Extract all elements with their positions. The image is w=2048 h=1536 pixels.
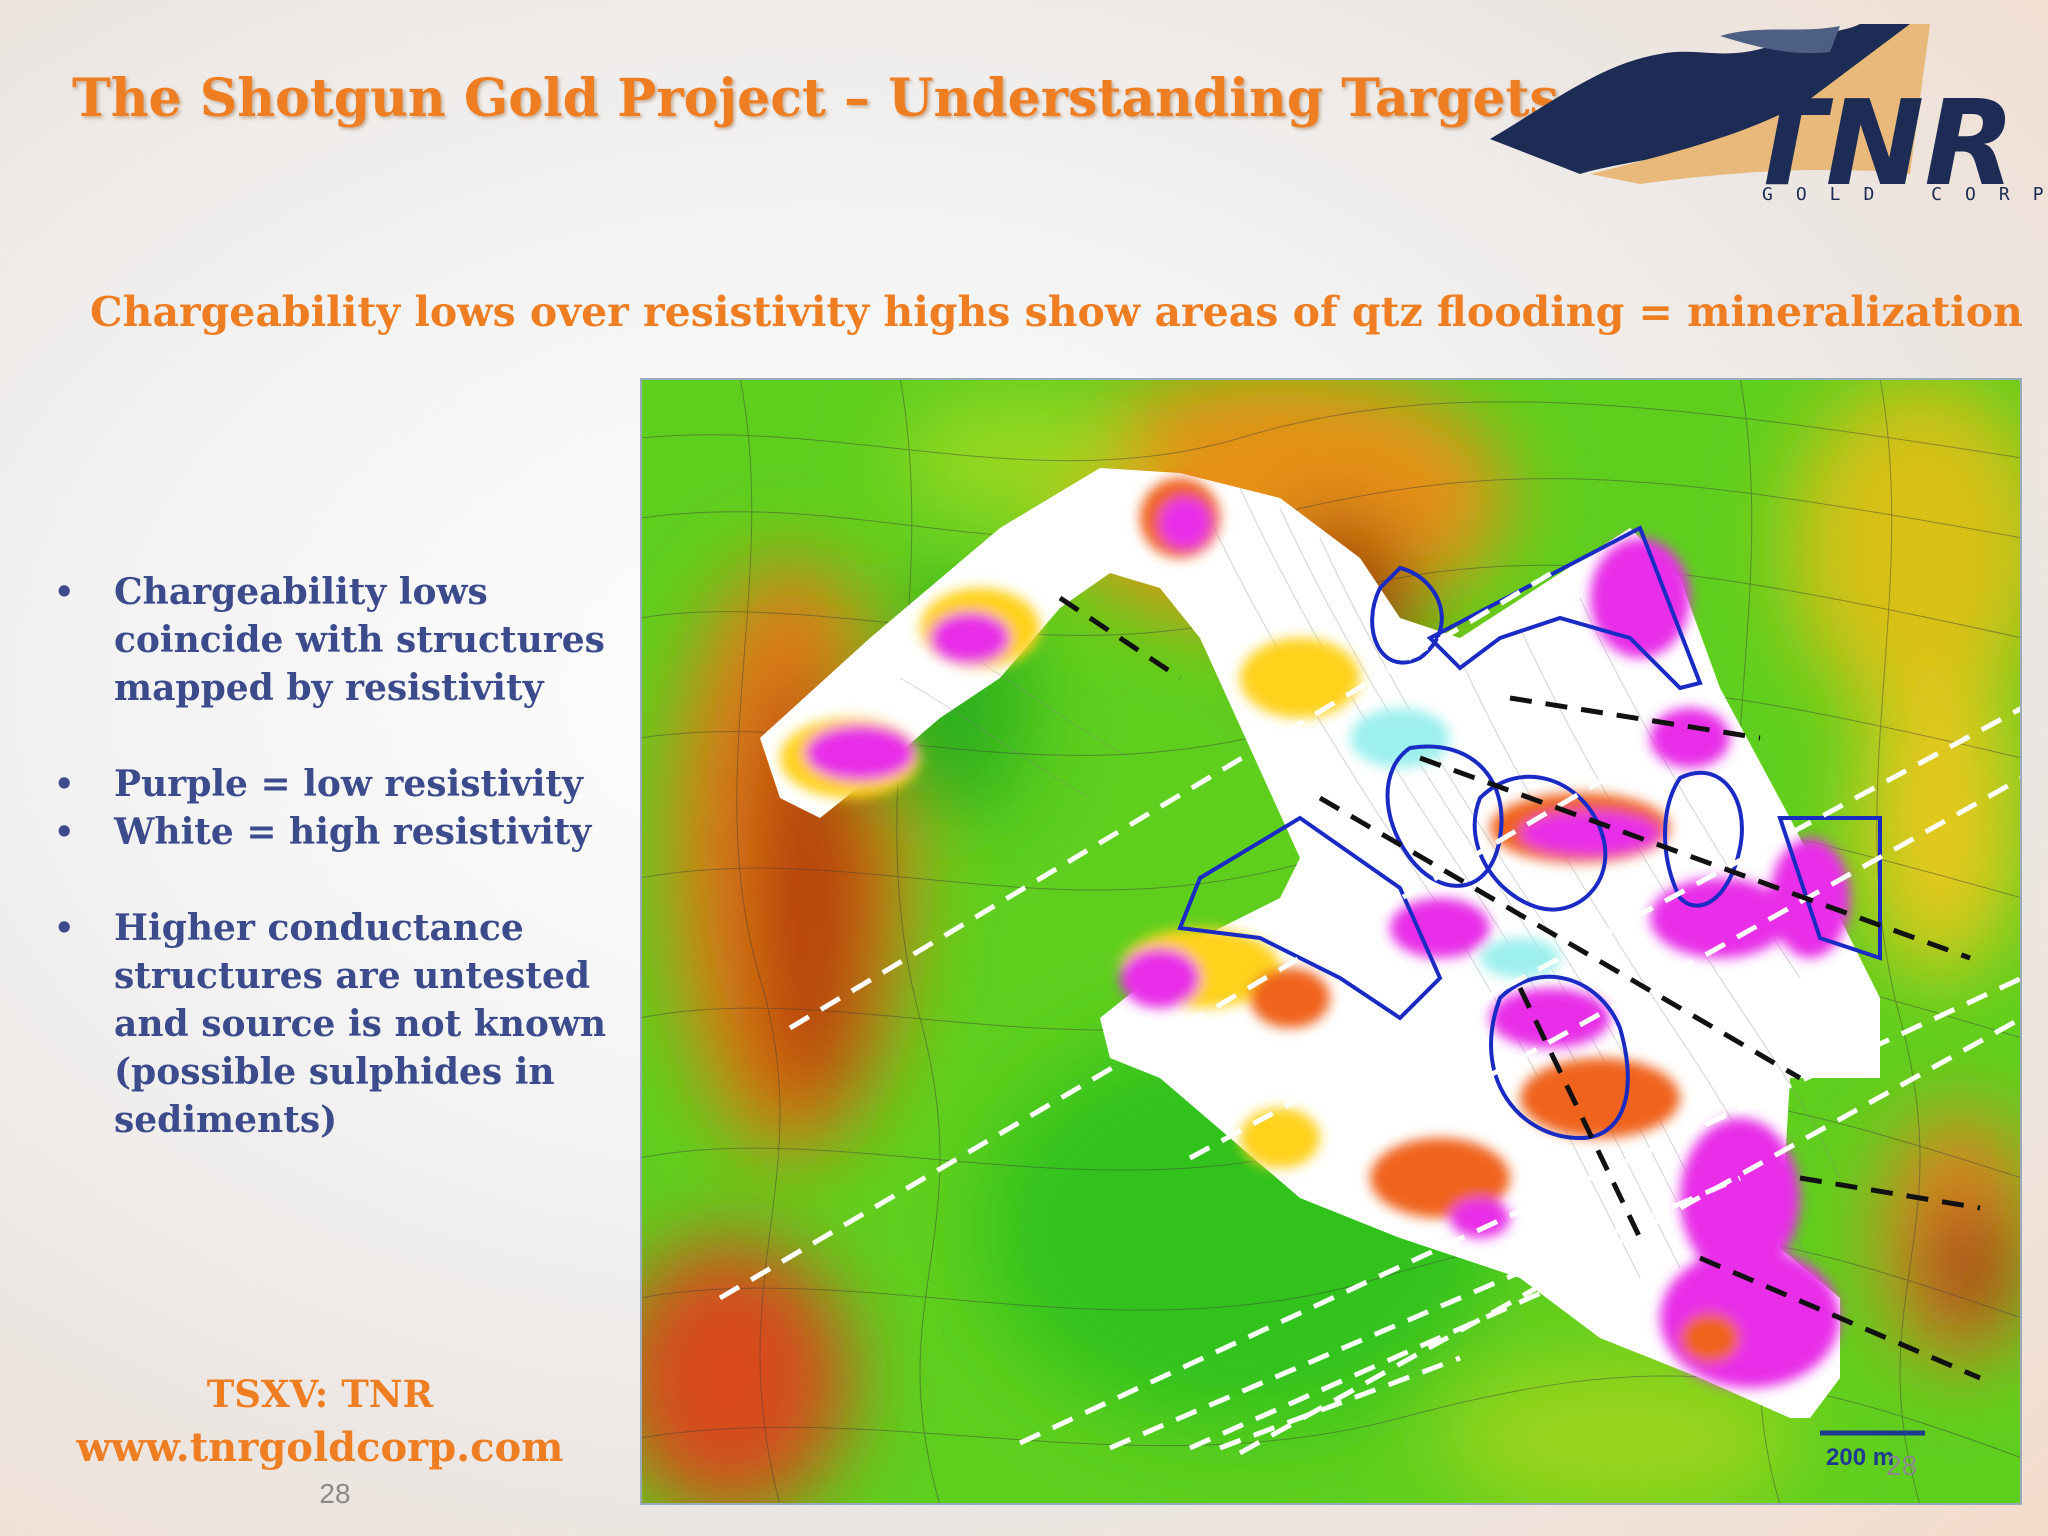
bullet-item: • White = high resistivity: [50, 808, 630, 856]
website-link[interactable]: www.tnrgoldcorp.com: [76, 1424, 564, 1471]
bullet-item: • Chargeability lows coincide with struc…: [50, 568, 630, 712]
bullet-item: • Purple = low resistivity: [50, 760, 630, 808]
page-number: 28: [319, 1478, 351, 1509]
bullet-item: • Higher conductance structures are unte…: [50, 904, 630, 1144]
structure-lines: [718, 565, 2022, 1456]
bullet-text: Higher conductance structures are untest…: [114, 907, 607, 1141]
tnr-logo: TNR: [1490, 24, 2015, 212]
bullet-marker: •: [54, 573, 75, 611]
slide-subtitle: Chargeability lows over resistivity high…: [90, 288, 2023, 336]
stock-ticker: TSXV: TNR: [206, 1372, 434, 1416]
page-number-map: 28: [1886, 1450, 1918, 1481]
bullet-text: White = high resistivity: [114, 811, 592, 853]
bullet-text: Chargeability lows coincide with structu…: [114, 571, 605, 709]
logo-wordmark: TNR: [1745, 74, 2015, 212]
low-resistivity-zones: [780, 478, 1850, 1388]
slide-title: The Shotgun Gold Project – Understanding…: [72, 68, 1559, 129]
resistivity-map: [640, 378, 2022, 1505]
survey-block: [760, 468, 1880, 1418]
bullet-marker: •: [54, 765, 75, 803]
bullet-list: • Chargeability lows coincide with struc…: [50, 568, 630, 1144]
chargeability-low-outlines: [1177, 525, 1882, 1141]
logo-tagline: GOLD CORP: [1762, 184, 2048, 205]
bullet-marker: •: [54, 909, 75, 947]
scale-label: 200 m: [1826, 1444, 1895, 1471]
bullet-text: Purple = low resistivity: [114, 763, 583, 805]
bullet-marker: •: [54, 813, 75, 851]
